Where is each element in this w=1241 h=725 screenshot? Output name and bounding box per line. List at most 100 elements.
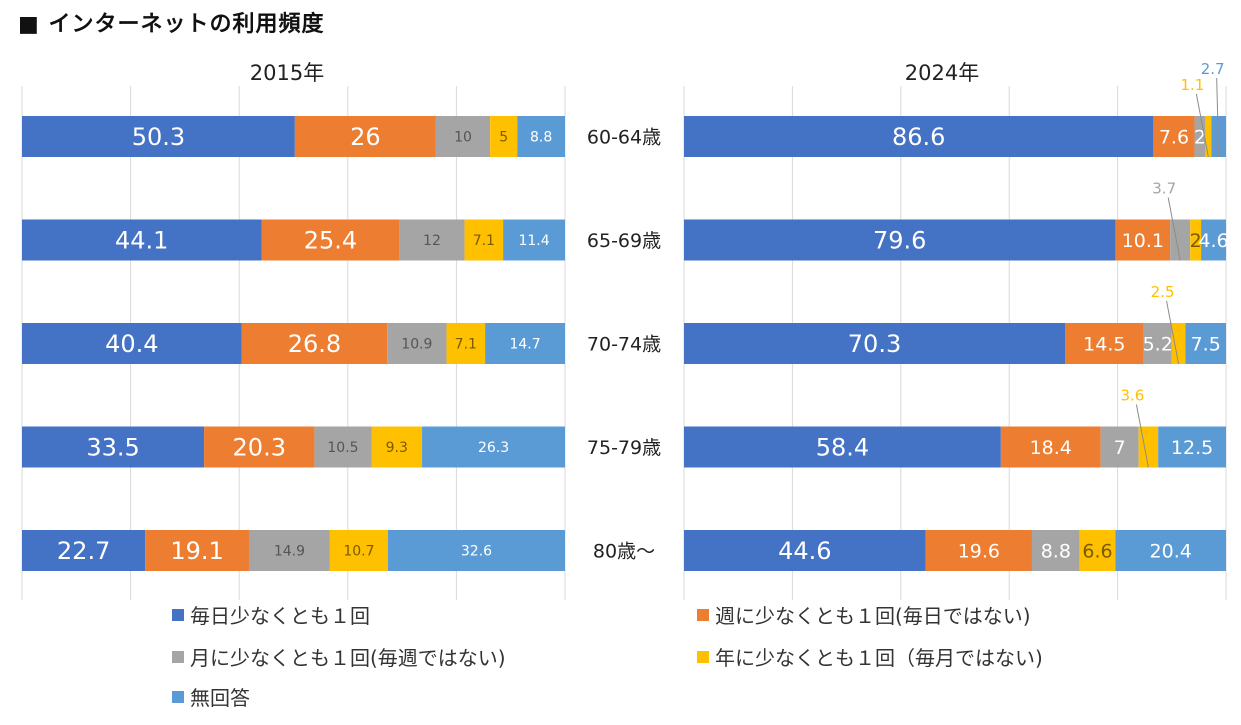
bar-segment [387, 530, 565, 571]
panel-title: 2015年 [250, 61, 324, 85]
data-label: 14.7 [509, 337, 540, 353]
bar-segment [1138, 426, 1159, 468]
data-label-callout: 1.1 [1180, 76, 1204, 94]
legend-item-weekly: 週に少なくとも１回(毎日ではない) [697, 600, 1031, 629]
bar-segment [925, 530, 1032, 571]
bar-segment [485, 323, 565, 364]
category-label: 65-69歳 [587, 230, 661, 252]
leader-line [1135, 404, 1149, 468]
legend-swatch [697, 608, 709, 621]
bar-segment [387, 323, 447, 364]
data-label: 32.6 [461, 544, 492, 560]
legend-swatch [172, 650, 184, 663]
legend-label: 週に少なくとも１回(毎日ではない) [715, 604, 1031, 628]
bar-segment [1143, 323, 1172, 364]
data-label: 10.7 [343, 544, 374, 560]
bar-segment [464, 219, 504, 261]
bar-segment [399, 219, 465, 261]
bar-segment [517, 116, 565, 157]
bar-segment [422, 426, 565, 468]
data-label: 19.1 [170, 537, 223, 565]
bar-segment [145, 530, 249, 571]
bar-segment [1194, 116, 1206, 157]
bar-segment [1079, 530, 1116, 571]
data-label: 7.1 [473, 233, 495, 249]
data-label: 79.6 [873, 227, 926, 255]
data-label: 26 [350, 123, 381, 151]
category-label: 75-79歳 [587, 437, 661, 459]
data-label: 6.6 [1082, 540, 1112, 562]
legend-swatch [172, 690, 184, 703]
bar-segment [684, 323, 1066, 364]
data-label: 26.8 [288, 330, 341, 358]
bar-segment [371, 426, 423, 468]
data-label: 10.1 [1122, 230, 1164, 252]
leader-line [1166, 300, 1180, 365]
leader-line [1167, 197, 1181, 261]
legend-item-daily: 毎日少なくとも１回 [172, 600, 370, 629]
bar-segment [1031, 530, 1080, 571]
data-label-callout: 2.5 [1151, 283, 1175, 301]
chart-title: ■ インターネットの利用頻度 [18, 12, 325, 37]
data-label: 11.4 [518, 233, 549, 249]
bar-segment [684, 530, 926, 571]
legend-swatch [172, 608, 184, 621]
legend-swatch [697, 650, 709, 663]
legend-item-monthly: 月に少なくとも１回(毎週ではない) [172, 642, 506, 671]
bar-segment [261, 219, 400, 261]
bar-segment [1158, 426, 1226, 468]
data-label: 44.1 [115, 227, 168, 255]
bar-segment [314, 426, 372, 468]
data-label-callout: 3.6 [1120, 387, 1144, 405]
data-label: 7.6 [1159, 126, 1189, 148]
leader-line [1216, 77, 1220, 158]
data-label: 19.6 [958, 540, 1000, 562]
data-label: 7.5 [1191, 333, 1221, 355]
bar-segment [204, 426, 315, 468]
data-label: 5 [499, 130, 508, 146]
bar-segment [503, 219, 565, 261]
bar-segment [22, 323, 242, 364]
data-label: 25.4 [304, 227, 357, 255]
data-label: 33.5 [86, 434, 139, 462]
data-label: 4.6 [1198, 230, 1228, 252]
bar-segment [22, 219, 262, 261]
category-label: 60-64歳 [587, 127, 661, 149]
bar-segment [1205, 116, 1212, 157]
bar-segment [1171, 323, 1186, 364]
bar-segment [684, 426, 1001, 468]
data-label: 10 [454, 130, 472, 146]
legend-label: 月に少なくとも１回(毎週ではない) [190, 646, 506, 670]
bar-segment [684, 219, 1116, 261]
bar-segment [1100, 426, 1139, 468]
data-label: 20.3 [233, 434, 286, 462]
legend-item-yearly: 年に少なくとも１回（毎月ではない) [697, 642, 1043, 671]
bar-segment [684, 116, 1154, 157]
legend-item-no-answer: 無回答 [172, 682, 250, 711]
bar-segment [241, 323, 388, 364]
data-label: 12.5 [1171, 437, 1213, 459]
legend-label: 無回答 [190, 686, 250, 710]
bar-segment [22, 426, 205, 468]
data-label: 9.3 [386, 440, 408, 456]
bar-segment [490, 116, 518, 157]
data-label: 20.4 [1150, 540, 1192, 562]
data-label: 7 [1114, 437, 1126, 459]
data-label: 22.7 [57, 537, 110, 565]
bar-segment [22, 530, 146, 571]
category-label: 70-74歳 [587, 334, 661, 356]
data-label: 10.5 [327, 440, 358, 456]
data-label: 14.9 [274, 544, 305, 560]
bar-segment [1115, 219, 1171, 261]
data-label: 12 [423, 233, 441, 249]
bar-segment [446, 323, 486, 364]
legend-label: 年に少なくとも１回（毎月ではない) [715, 646, 1043, 670]
panel-title: 2024年 [905, 61, 979, 85]
bar-segment [22, 116, 295, 157]
bar-segment [1115, 530, 1226, 571]
bar-segment [1185, 323, 1226, 364]
leader-line [1195, 93, 1209, 158]
data-label: 86.6 [892, 123, 945, 151]
data-label: 70.3 [848, 330, 901, 358]
